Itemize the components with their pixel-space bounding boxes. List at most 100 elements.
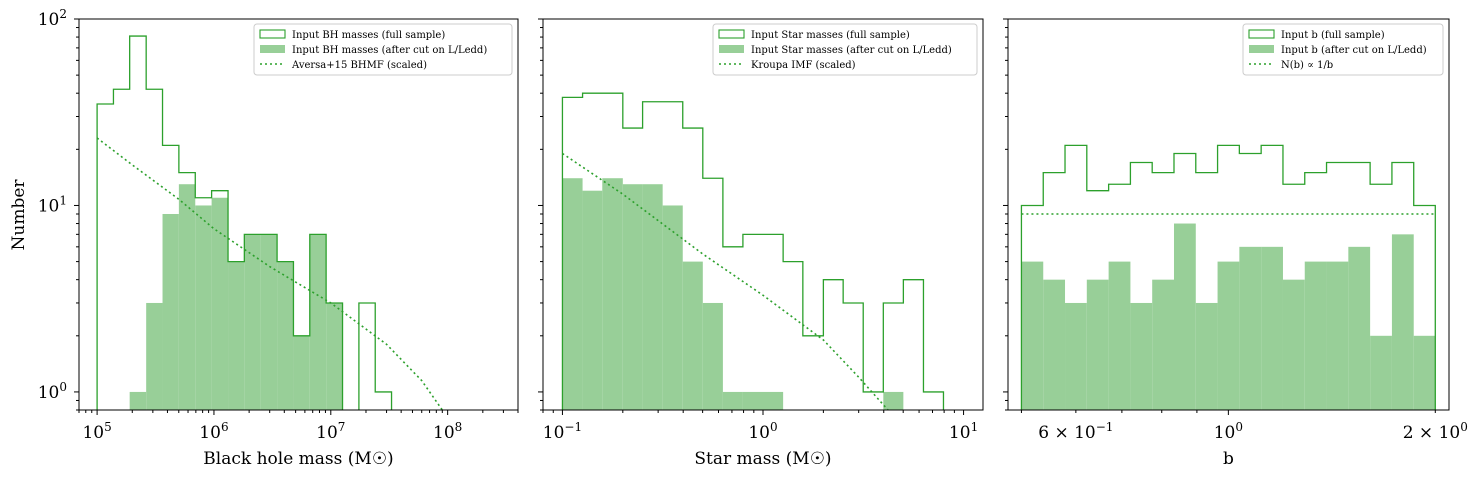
x-tick-label-exp: 8 <box>455 420 463 434</box>
x-tick-label-base: 10 <box>433 423 455 443</box>
legend-entry: Input Star masses (after cut on L/Ledd) <box>751 45 952 56</box>
bar-after-cut <box>162 213 179 410</box>
bar-after-cut <box>1195 302 1218 410</box>
x-tick-label: 108 <box>433 420 462 443</box>
x-tick-label-base: 6 × 10 <box>1038 423 1096 443</box>
bar-after-cut <box>1152 279 1174 410</box>
plot-area <box>96 35 443 410</box>
bar-after-cut <box>1239 246 1262 410</box>
bar-after-cut <box>1304 261 1327 410</box>
x-tick-label-exp: 6 <box>221 420 229 434</box>
legend-entry: Aversa+15 BHMF (scaled) <box>291 60 427 71</box>
bar-after-cut <box>622 184 643 410</box>
bar-after-cut <box>1065 302 1087 410</box>
x-tick-label-exp: 5 <box>104 420 112 434</box>
bar-after-cut <box>326 302 343 410</box>
x-tick-label-exp: −1 <box>1096 420 1114 434</box>
x-axis-label: Star mass (M☉) <box>694 449 831 469</box>
x-tick-label-base: 10 <box>316 423 338 443</box>
legend-entry: Input b (full sample) <box>1281 30 1385 41</box>
bar-after-cut <box>1108 261 1131 410</box>
bar-after-cut <box>763 391 784 410</box>
bar-after-cut <box>244 234 261 410</box>
y-tick-label-exp: 0 <box>59 380 67 394</box>
x-tick-label-base: 10 <box>748 423 770 443</box>
x-tick-label-exp: 1 <box>971 420 979 434</box>
bar-after-cut <box>1217 261 1240 410</box>
bar-after-cut <box>1130 302 1153 410</box>
y-axis-label: Number <box>9 179 29 251</box>
bar-after-cut <box>1326 261 1349 410</box>
model-curve <box>561 152 889 410</box>
bar-after-cut <box>211 197 229 410</box>
x-axis-label: b <box>1223 449 1234 469</box>
y-tick-label-base: 10 <box>38 10 60 30</box>
bar-after-cut <box>602 178 623 410</box>
bar-after-cut <box>1021 261 1044 410</box>
plot-area <box>1020 144 1436 410</box>
x-tick-label: 6 × 10−1 <box>1038 420 1113 443</box>
y-tick-label: 102 <box>38 7 67 30</box>
bar-after-cut <box>309 234 327 410</box>
y-tick-label: 101 <box>38 193 67 216</box>
bar-after-cut <box>662 205 683 410</box>
x-tick-label-base: 10 <box>949 423 971 443</box>
x-tick-label-base: 10 <box>543 423 565 443</box>
x-tick-label-exp: 0 <box>1460 420 1468 434</box>
bar-after-cut <box>562 178 583 410</box>
x-tick-label-exp: 7 <box>338 420 346 434</box>
bar-after-cut <box>722 391 743 410</box>
y-tick-label-exp: 1 <box>59 193 67 207</box>
legend-swatch-after-cut <box>1249 45 1274 53</box>
x-tick-label: 2 × 100 <box>1403 420 1468 443</box>
bar-after-cut <box>1282 279 1305 410</box>
x-tick-label: 100 <box>1214 420 1243 443</box>
legend-swatch-full-sample <box>1248 29 1275 39</box>
bar-after-cut <box>883 391 904 410</box>
bar-after-cut <box>742 391 763 410</box>
bar-after-cut <box>582 190 603 410</box>
legend-entry: Input b (after cut on L/Ledd) <box>1281 45 1427 56</box>
x-tick-label-base: 2 × 10 <box>1403 423 1461 443</box>
legend-frame <box>712 23 978 76</box>
legend-entry: Input Star masses (full sample) <box>751 30 910 41</box>
legend: Input BH masses (full sample) Input BH ma… <box>253 23 513 76</box>
legend-frame <box>253 23 513 76</box>
bar-after-cut <box>1261 246 1283 410</box>
bar-after-cut <box>260 234 278 410</box>
bar-after-cut <box>293 335 310 410</box>
bar-after-cut <box>129 391 147 410</box>
bar-after-cut <box>1391 234 1414 410</box>
y-tick-label-exp: 2 <box>59 7 67 21</box>
x-tick-label: 105 <box>82 420 111 443</box>
bar-after-cut <box>702 302 723 410</box>
x-tick-label-base: 10 <box>1214 423 1236 443</box>
legend-entry: Input BH masses (after cut on L/Ledd) <box>292 45 487 56</box>
bar-after-cut <box>195 205 212 410</box>
x-tick-label: 100 <box>748 420 777 443</box>
bar-after-cut <box>178 184 196 410</box>
x-tick-label: 106 <box>199 420 228 443</box>
x-tick-label: 10−1 <box>543 420 582 443</box>
step-full-sample <box>1020 144 1436 410</box>
bar-after-cut <box>682 261 703 410</box>
plot-area <box>561 92 945 410</box>
legend-frame <box>1242 23 1444 76</box>
x-tick-label-base: 10 <box>199 423 221 443</box>
legend-entry: Kroupa IMF (scaled) <box>751 60 856 71</box>
bar-after-cut <box>1043 279 1066 410</box>
bar-after-cut <box>1370 335 1392 410</box>
legend: Input Star masses (full sample) Input Sta… <box>712 23 978 76</box>
legend-swatch-full-sample <box>718 29 745 39</box>
legend-swatch-full-sample <box>259 29 286 39</box>
legend-entry: Input BH masses (full sample) <box>292 30 445 41</box>
bar-after-cut <box>228 261 245 410</box>
bar-after-cut <box>642 184 663 410</box>
step-full-sample <box>96 35 393 410</box>
y-tick-label-base: 10 <box>38 196 60 216</box>
bar-after-cut <box>1086 279 1109 410</box>
